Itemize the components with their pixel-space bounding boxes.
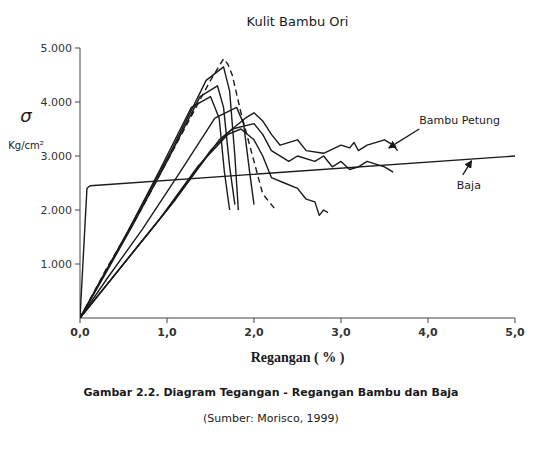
x-tick xyxy=(167,318,168,323)
y-tick xyxy=(75,210,80,211)
x-axis xyxy=(80,318,515,319)
series-line xyxy=(80,107,254,318)
series-line xyxy=(80,67,238,318)
x-tick-label: 0,0 xyxy=(70,326,90,339)
y-tick-label: 3.000 xyxy=(41,150,73,163)
caption: Gambar 2.2. Diagram Tegangan - Regangan … xyxy=(83,386,458,399)
series-line xyxy=(80,59,276,318)
y-tick-label: 1.000 xyxy=(41,258,73,271)
y-tick xyxy=(75,156,80,157)
x-tick xyxy=(254,318,255,323)
y-label-unit: Kg/cm² xyxy=(8,140,44,151)
series-line xyxy=(80,113,398,318)
series-line xyxy=(80,124,393,318)
series-line xyxy=(80,129,328,318)
annotation-arrow xyxy=(463,161,472,175)
y-tick-label: 5.000 xyxy=(41,42,73,55)
annotation: Baja xyxy=(457,179,481,192)
y-tick xyxy=(75,264,80,265)
x-tick xyxy=(515,318,516,323)
annotation: Bambu Petung xyxy=(419,114,500,127)
y-tick xyxy=(75,102,80,103)
x-label: Regangan ( % ) xyxy=(251,350,345,366)
x-tick-label: 5,0 xyxy=(505,326,525,339)
x-tick-label: 4,0 xyxy=(418,326,438,339)
x-tick xyxy=(80,318,81,323)
plot-area xyxy=(80,59,515,318)
chart: 0,0 1,0 2,0 3,0 4,0 5,0 1.000 2.000 3.000 4.000 5.… xyxy=(0,0,542,449)
y-tick xyxy=(75,48,80,49)
y-label: σ xyxy=(20,105,32,126)
title: Kulit Bambu Ori xyxy=(247,14,349,29)
caption: (Sumber: Morisco, 1999) xyxy=(203,412,339,425)
annotation-arrow xyxy=(389,129,419,148)
x-tick-label: 1,0 xyxy=(157,326,177,339)
y-tick-label: 2.000 xyxy=(41,204,73,217)
y-axis xyxy=(80,48,81,318)
x-tick xyxy=(341,318,342,323)
x-tick xyxy=(428,318,429,323)
x-tick-label: 2,0 xyxy=(244,326,264,339)
y-tick-label: 4.000 xyxy=(41,96,73,109)
x-tick-label: 3,0 xyxy=(331,326,351,339)
